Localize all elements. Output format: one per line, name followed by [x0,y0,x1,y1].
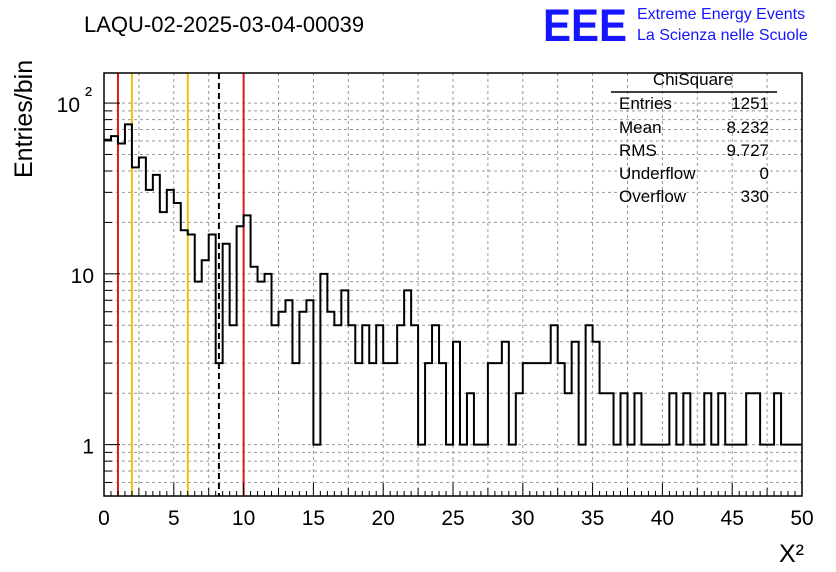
stats-label-rms: RMS [619,141,657,160]
stats-title: ChiSquare [653,70,733,89]
chart-title: LAQU-02-2025-03-04-00039 [84,12,364,37]
logo-letters: EEE [543,0,627,51]
x-tick-label: 20 [372,507,395,530]
stats-value-overflow: 330 [741,187,769,206]
x-tick-label: 15 [302,507,325,530]
x-tick-label: 30 [511,507,534,530]
stats-value-underflow: 0 [760,164,769,183]
stats-box: ChiSquare Entries 1251 Mean 8.232 RMS 9.… [611,70,777,206]
y-tick-label-exponent: ² [85,84,92,107]
y-axis-label: Entries/bin [10,60,38,178]
eee-logo: EEE Extreme Energy Events La Scienza nel… [543,0,808,51]
x-tick-label: 40 [651,507,674,530]
histogram-outline [104,123,802,446]
logo-line-1: Extreme Energy Events [637,6,805,23]
stats-label-mean: Mean [619,118,662,137]
x-tick-label: 35 [581,507,604,530]
x-tick-label: 50 [790,507,813,530]
stats-value-entries: 1251 [731,94,769,113]
y-tick-label: 1 [82,436,94,459]
x-tick-label: 10 [232,507,255,530]
stats-label-overflow: Overflow [619,187,687,206]
stats-label-underflow: Underflow [619,164,696,183]
stats-label-entries: Entries [619,94,672,113]
y-tick-label: 10 [57,94,80,117]
marker-lines [116,73,245,496]
x-tick-label: 25 [441,507,464,530]
y-tick-label: 10 [71,265,94,288]
x-tick-label: 0 [98,507,110,530]
x-tick-label: 5 [168,507,180,530]
x-axis-label: X² [779,540,804,568]
stats-value-mean: 8.232 [726,118,769,137]
logo-line-2: La Scienza nelle Scuole [637,27,808,44]
x-tick-label: 45 [721,507,744,530]
stats-value-rms: 9.727 [726,141,769,160]
